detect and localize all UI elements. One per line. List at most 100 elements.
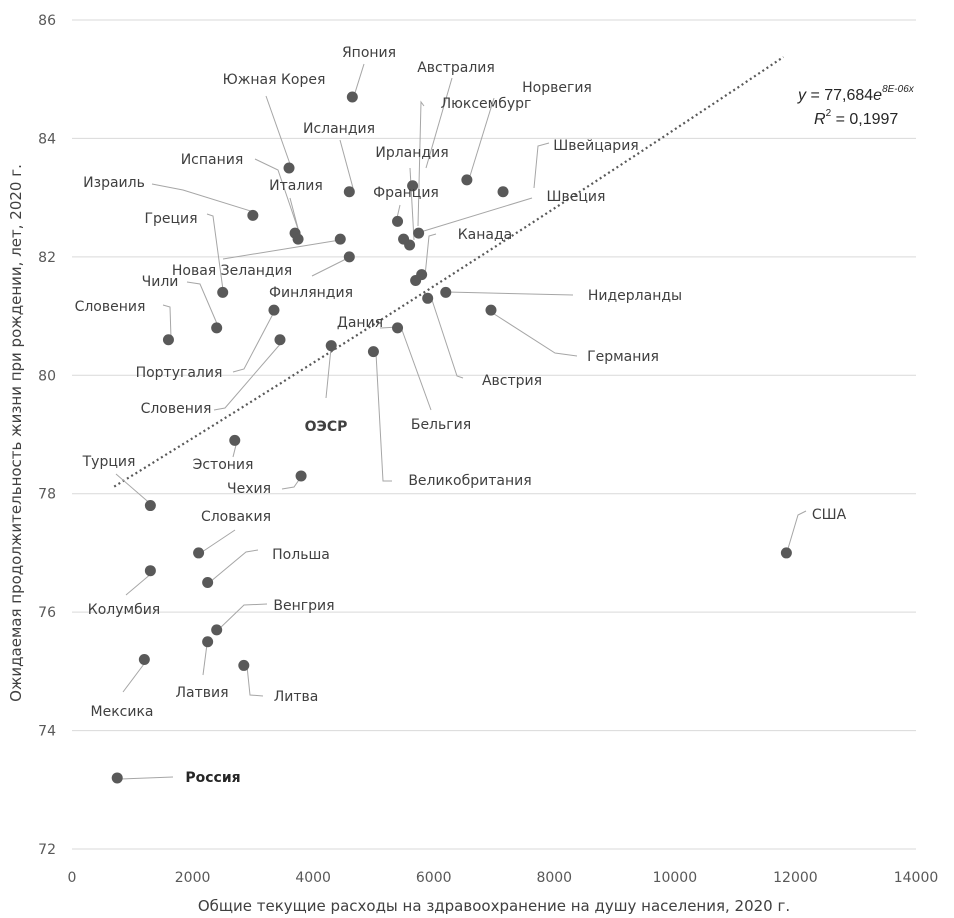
leader-line — [151, 183, 258, 214]
leader-line — [409, 167, 415, 241]
data-point — [440, 286, 452, 298]
data-point — [193, 547, 205, 559]
data-point — [274, 334, 286, 346]
point-label: Ирландия — [375, 145, 448, 161]
point-label: Латвия — [175, 685, 228, 701]
point-label: Франция — [373, 185, 439, 201]
point-label: Великобритания — [408, 473, 531, 489]
point-label: Турция — [82, 454, 136, 470]
eq-r: R — [814, 111, 826, 128]
data-point — [229, 434, 241, 446]
point-label: Литва — [274, 689, 319, 705]
y-axis-title: Ожидаемая продолжительность жизни при ро… — [7, 164, 25, 702]
point-label: Словения — [141, 401, 212, 417]
data-point — [325, 340, 337, 352]
point-label: Италия — [269, 178, 323, 194]
leader-line — [209, 549, 259, 583]
leader-line — [353, 63, 365, 97]
y-tick-label: 78 — [38, 487, 56, 503]
leader-line — [431, 299, 464, 379]
leader-line — [469, 97, 495, 177]
leader-line — [325, 347, 332, 399]
leader-line — [186, 281, 219, 327]
leader-line — [254, 158, 300, 233]
point-label: Япония — [342, 45, 396, 61]
x-tick-label: 12000 — [773, 870, 818, 886]
leader-line — [786, 510, 807, 553]
point-label: Мексика — [91, 704, 154, 720]
x-tick-label: 6000 — [416, 870, 452, 886]
trend-r-squared: R2 = 0,1997 — [814, 108, 898, 128]
point-label: Словения — [75, 299, 146, 315]
leader-line — [265, 95, 291, 165]
data-point — [346, 91, 358, 103]
x-axis-title: Общие текущие расходы на здравоохранение… — [198, 897, 790, 915]
y-tick-label: 72 — [38, 842, 56, 858]
data-point — [422, 292, 434, 304]
eq-r-value: = 0,1997 — [831, 111, 898, 128]
leader-line — [125, 572, 153, 596]
data-points — [111, 91, 792, 784]
x-tick-label: 0 — [68, 870, 77, 886]
leader-line — [115, 473, 154, 507]
point-label: Греция — [144, 211, 197, 227]
data-point — [343, 251, 355, 263]
point-label: Бельгия — [411, 417, 471, 433]
leader-line — [232, 311, 275, 373]
x-axis-ticks: 0 2000 4000 6000 8000 10000 12000 14000 — [68, 870, 939, 886]
leader-line — [162, 304, 172, 339]
eq-exponent: 8E-06x — [882, 84, 915, 95]
label-leaders — [115, 63, 807, 780]
point-label: Новая Зеландия — [172, 263, 292, 279]
data-point — [398, 233, 410, 245]
point-label: Чехия — [227, 481, 271, 497]
leader-line — [122, 659, 148, 693]
data-point — [144, 565, 156, 577]
leader-line — [533, 142, 550, 189]
point-label: Германия — [587, 349, 659, 365]
data-point — [367, 346, 379, 358]
point-label: Финляндия — [269, 285, 353, 301]
leader-line — [246, 665, 264, 697]
point-labels: Япония Австралия Норвегия Южная Корея Люксем… — [75, 45, 847, 786]
y-tick-label: 82 — [38, 250, 56, 266]
point-label: Норвегия — [522, 80, 592, 96]
point-label: Исландия — [303, 121, 375, 137]
leader-line — [413, 197, 533, 235]
data-point — [410, 275, 422, 287]
data-point — [334, 233, 346, 245]
x-tick-label: 10000 — [653, 870, 698, 886]
eq-r-sup: 2 — [826, 108, 832, 119]
x-tick-label: 14000 — [894, 870, 939, 886]
leader-line — [446, 291, 574, 296]
data-point — [485, 304, 497, 316]
y-tick-label: 86 — [38, 13, 56, 29]
leader-line — [202, 643, 208, 676]
point-label: Австралия — [417, 60, 495, 76]
point-label: Южная Корея — [223, 72, 326, 88]
point-label: Португалия — [136, 365, 223, 381]
data-point — [295, 470, 307, 482]
leader-line — [217, 603, 268, 631]
leader-line — [375, 352, 392, 482]
y-tick-label: 84 — [38, 131, 56, 147]
point-label: Словакия — [201, 509, 271, 525]
data-point — [238, 659, 250, 671]
y-tick-label: 76 — [38, 605, 56, 621]
y-tick-label: 74 — [38, 724, 56, 740]
point-label: Израиль — [83, 175, 145, 191]
leader-line — [213, 341, 283, 411]
leader-line — [201, 529, 236, 553]
trendline — [113, 56, 785, 488]
x-tick-label: 4000 — [295, 870, 331, 886]
leader-line — [119, 776, 174, 780]
data-point — [343, 186, 355, 198]
eq-e: e — [873, 87, 882, 104]
point-label: Венгрия — [273, 598, 334, 614]
leader-line — [424, 233, 437, 277]
data-point — [497, 186, 509, 198]
x-tick-label: 2000 — [175, 870, 211, 886]
data-point — [217, 286, 229, 298]
point-label: Канада — [458, 227, 513, 243]
